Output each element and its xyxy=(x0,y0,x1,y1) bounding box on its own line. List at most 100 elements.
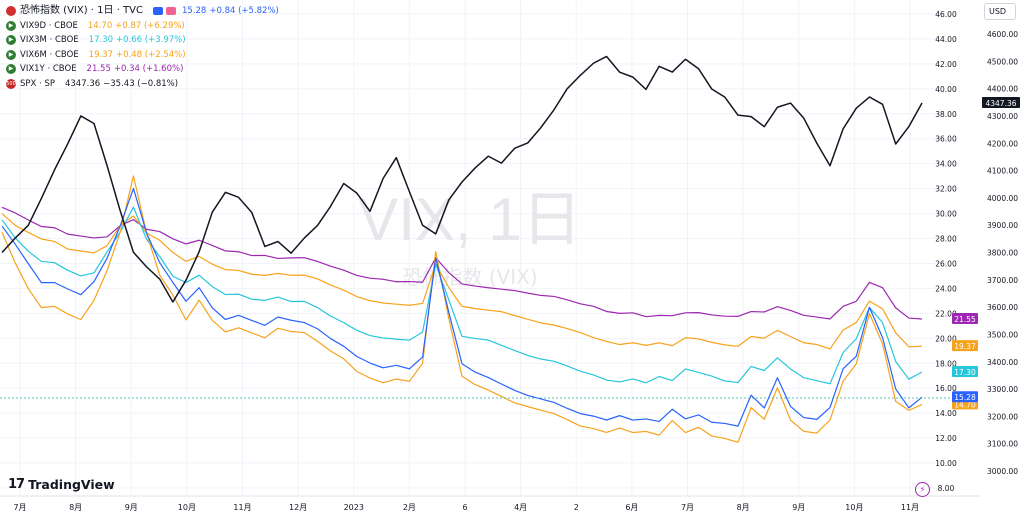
series-menu-icon[interactable] xyxy=(166,7,176,16)
symbol-arrow-icon: ▶ xyxy=(6,20,16,31)
y-tick-label: 40.00 xyxy=(935,85,957,94)
x-tick-label: 8月 xyxy=(69,503,82,512)
y-axis-left: 8.00 10.00 12.00 14.00 16.00 18.00 20.00 22.00 2… xyxy=(935,10,957,493)
y-tick-label: 42.00 xyxy=(935,60,957,69)
y-tick-label: 24.00 xyxy=(935,284,957,293)
x-tick-label: 6 xyxy=(462,503,467,512)
tradingview-mark-icon: 17 xyxy=(8,477,25,492)
price-badge-text: 15.28 xyxy=(954,393,976,402)
y-tick-label: 28.00 xyxy=(935,235,957,244)
legend-value: 4347.36 xyxy=(64,78,101,89)
y-tick-label: 38.00 xyxy=(935,110,957,119)
legend-symbol: VIX1Y · CBOE xyxy=(20,64,77,74)
price-badge-vix3m xyxy=(952,365,978,377)
legend-symbol: VIX3M · CBOE xyxy=(20,35,79,45)
legend-value: 17.30 xyxy=(88,35,114,45)
y-tick-label: 4300.00 xyxy=(987,112,1018,121)
x-tick-label: 4月 xyxy=(514,503,527,512)
legend-symbol: 恐怖指数 (VIX) · 1日 · TVC xyxy=(20,5,143,16)
y-tick-label: 12.00 xyxy=(935,434,957,443)
flash-icon[interactable]: ⚡ xyxy=(915,482,930,497)
y-tick-label: 4400.00 xyxy=(987,85,1018,94)
tradingview-logo: 17 TradingView xyxy=(8,477,115,492)
legend-controls[interactable] xyxy=(153,7,176,16)
price-badge-vix xyxy=(952,391,978,403)
y-tick-label: 3500.00 xyxy=(987,330,1018,339)
y-tick-label: 3800.00 xyxy=(987,249,1018,258)
x-tick-label: 7月 xyxy=(13,503,26,512)
us-flag-icon xyxy=(6,6,16,17)
legend-row-spx[interactable]: 500 SPX · SP 4347.36 −35.43 (−0.81%) xyxy=(6,77,279,92)
y-tick-label: 4100.00 xyxy=(987,167,1018,176)
x-tick-label: 12月 xyxy=(289,503,307,512)
legend-row-vix[interactable]: 恐怖指数 (VIX) · 1日 · TVC 15.28 +0.84 (+5.82… xyxy=(6,4,279,19)
y-tick-label: 4000.00 xyxy=(987,194,1018,203)
x-tick-label: 2 xyxy=(574,503,579,512)
legend-symbol: VIX9D · CBOE xyxy=(20,20,78,31)
price-badge-text: 21.55 xyxy=(954,315,976,324)
x-tick-label: 2月 xyxy=(403,503,416,512)
y-tick-label: 3200.00 xyxy=(987,412,1018,421)
symbol-arrow-icon: ▶ xyxy=(6,35,16,46)
legend-row-vix1y[interactable]: ▶ VIX1Y · CBOE 21.55 +0.34 (+1.60%) xyxy=(6,62,279,77)
y-tick-label: 46.00 xyxy=(935,10,957,19)
legend: 恐怖指数 (VIX) · 1日 · TVC 15.28 +0.84 (+5.82… xyxy=(6,4,279,91)
y-tick-label: 18.00 xyxy=(935,359,957,368)
y-tick-label: 3400.00 xyxy=(987,358,1018,367)
symbol-arrow-icon: ▶ xyxy=(6,49,16,60)
currency-selector[interactable]: USD xyxy=(984,3,1016,20)
y-tick-label: 22.00 xyxy=(935,309,957,318)
series-line-vix3m[interactable] xyxy=(1,206,923,385)
x-tick-label: 10月 xyxy=(845,503,863,512)
y-tick-label: 16.00 xyxy=(935,384,957,393)
price-badge-text: 17.30 xyxy=(954,368,976,377)
series-line-vix6m[interactable] xyxy=(1,213,923,350)
price-badge-text: 14.70 xyxy=(954,400,976,409)
series-line-spx[interactable] xyxy=(1,55,923,303)
legend-symbol: VIX6M · CBOE xyxy=(20,49,79,60)
price-badge-text: 19.37 xyxy=(954,342,976,351)
y-tick-label: 3700.00 xyxy=(987,276,1018,285)
price-badge-spx xyxy=(982,97,1020,109)
y-tick-label: 10.00 xyxy=(935,459,957,468)
x-tick-label: 7月 xyxy=(681,503,694,512)
y-tick-label: 4500.00 xyxy=(987,57,1018,66)
y-tick-label: 3100.00 xyxy=(987,440,1018,449)
price-badge-vix6m xyxy=(952,340,978,352)
y-tick-label: 3300.00 xyxy=(987,385,1018,394)
x-tick-label: 11月 xyxy=(233,503,251,512)
y-tick-label: 20.00 xyxy=(935,334,957,343)
series-line-vix9d[interactable] xyxy=(1,175,923,443)
legend-row-vix9d[interactable]: ▶ VIX9D · CBOE 14.70 +0.87 (+6.29%) xyxy=(6,19,279,34)
y-axis-right: 3000.00 3100.00 3200.00 3300.00 3400.00 3500.… xyxy=(987,30,1018,476)
x-tick-label: 2023 xyxy=(344,503,364,512)
symbol-arrow-icon: ▶ xyxy=(6,64,16,75)
series-toggle-icon[interactable] xyxy=(153,7,163,16)
legend-row-vix3m[interactable]: ▶ VIX3M · CBOE 17.30 +0.66 (+3.97%) xyxy=(6,33,279,48)
y-tick-label: 36.00 xyxy=(935,135,957,144)
y-tick-label: 32.00 xyxy=(935,185,957,194)
y-tick-label: 4600.00 xyxy=(987,30,1018,39)
series-line-vix1y[interactable] xyxy=(1,206,923,320)
y-tick-label: 34.00 xyxy=(935,160,957,169)
legend-row-vix6m[interactable]: ▶ VIX6M · CBOE 19.37 +0.48 (+2.54%) xyxy=(6,48,279,63)
y-tick-label: 3900.00 xyxy=(987,221,1018,230)
y-tick-label: 4200.00 xyxy=(987,139,1018,148)
legend-change: −35.43 (−0.81%) xyxy=(103,78,179,89)
y-tick-label: 8.00 xyxy=(938,484,955,493)
legend-change: +0.87 (+6.29%) xyxy=(115,20,185,31)
price-badge-text: 4347.36 xyxy=(985,99,1016,108)
y-tick-label: 44.00 xyxy=(935,35,957,44)
x-tick-label: 8月 xyxy=(737,503,750,512)
y-tick-label: 26.00 xyxy=(935,259,957,268)
legend-value: 21.55 xyxy=(86,64,111,74)
legend-value: 15.28 xyxy=(182,6,207,16)
y-tick-label: 30.00 xyxy=(935,210,957,219)
watermark-main: VIX, 1日 xyxy=(358,186,581,253)
legend-change: +0.34 (+1.60%) xyxy=(113,64,184,74)
legend-value: 14.70 xyxy=(87,20,113,31)
legend-change: +0.84 (+5.82%) xyxy=(209,6,279,16)
price-badge-vix1y xyxy=(952,312,978,324)
